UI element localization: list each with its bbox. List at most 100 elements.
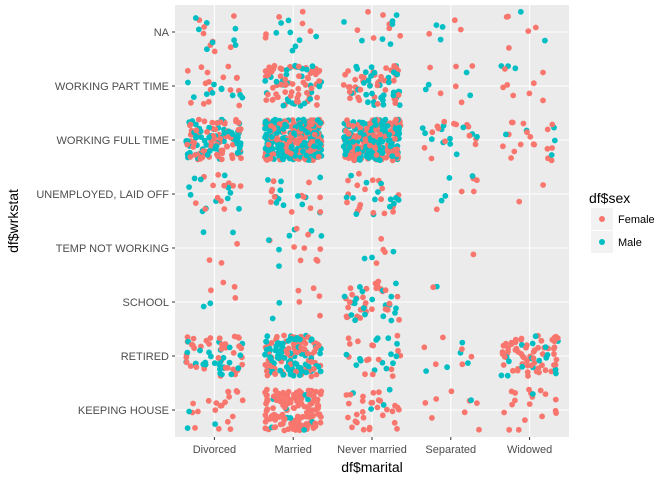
- point-male: [186, 408, 193, 415]
- point-male: [383, 365, 390, 372]
- point-female: [422, 400, 429, 406]
- point-female: [392, 97, 399, 103]
- point-male: [340, 143, 347, 150]
- point-female: [224, 143, 230, 150]
- point-male: [362, 69, 369, 76]
- point-female: [500, 143, 506, 150]
- point-male: [212, 421, 219, 427]
- point-female: [296, 388, 303, 394]
- point-female: [548, 157, 555, 164]
- point-male: [262, 145, 269, 152]
- point-male: [204, 46, 210, 53]
- point-female: [315, 411, 322, 418]
- point-female: [239, 397, 246, 404]
- point-female: [229, 413, 236, 420]
- point-male: [428, 136, 435, 143]
- point-female: [287, 150, 294, 157]
- point-female: [374, 404, 381, 411]
- point-female: [535, 344, 541, 351]
- point-male: [363, 179, 370, 186]
- point-male: [226, 344, 233, 351]
- point-female: [369, 371, 376, 378]
- point-female: [224, 418, 231, 425]
- point-female: [230, 141, 236, 148]
- point-female: [299, 413, 306, 420]
- point-female: [433, 206, 440, 213]
- point-female: [268, 199, 274, 206]
- point-male: [282, 121, 288, 128]
- point-female: [346, 88, 353, 95]
- point-female: [374, 82, 381, 89]
- point-female: [299, 8, 306, 15]
- point-male: [265, 177, 271, 183]
- point-female: [183, 359, 190, 366]
- point-female: [273, 135, 280, 142]
- point-female: [394, 332, 401, 339]
- point-female: [360, 426, 367, 433]
- point-female: [371, 132, 377, 139]
- point-female: [212, 126, 219, 133]
- point-female: [233, 388, 240, 394]
- point-female: [532, 24, 539, 31]
- point-female: [198, 64, 205, 71]
- point-male: [446, 175, 453, 181]
- point-female: [313, 256, 320, 263]
- point-male: [276, 348, 283, 355]
- point-female: [310, 366, 317, 372]
- point-female: [382, 87, 389, 93]
- point-female: [271, 193, 278, 200]
- x-tick-label: Separated: [425, 444, 476, 456]
- point-female: [347, 84, 353, 90]
- point-male: [298, 125, 305, 132]
- point-male: [423, 368, 429, 374]
- point-male: [197, 347, 203, 354]
- point-female: [286, 138, 293, 145]
- point-male: [186, 184, 193, 191]
- point-female: [187, 363, 194, 369]
- point-female: [217, 135, 224, 142]
- point-female: [357, 201, 364, 208]
- point-female: [313, 388, 319, 395]
- point-female: [379, 185, 386, 192]
- legend-label: Female: [618, 214, 655, 226]
- point-female: [505, 13, 511, 20]
- point-female: [307, 70, 314, 77]
- point-female: [305, 75, 311, 82]
- point-female: [354, 182, 361, 189]
- point-female: [525, 28, 532, 34]
- x-axis: Divorced Married Never married Separated Wid…: [193, 437, 552, 456]
- point-female: [303, 409, 310, 416]
- point-male: [365, 77, 372, 84]
- point-female: [190, 400, 197, 407]
- point-female: [318, 388, 325, 395]
- point-female: [376, 389, 382, 396]
- point-female: [317, 194, 323, 201]
- point-male: [262, 120, 269, 126]
- point-male: [283, 71, 290, 78]
- point-female: [225, 63, 232, 70]
- point-female: [314, 94, 320, 101]
- point-female: [391, 63, 398, 69]
- point-female: [517, 141, 524, 148]
- point-male: [301, 100, 308, 107]
- point-female: [421, 144, 428, 151]
- point-female: [218, 260, 225, 266]
- point-female: [374, 101, 381, 107]
- point-male: [227, 189, 234, 196]
- point-female: [271, 415, 277, 422]
- point-male: [530, 391, 536, 397]
- point-female: [506, 45, 512, 51]
- point-male: [273, 130, 280, 136]
- point-male: [438, 197, 445, 204]
- point-female: [549, 145, 555, 151]
- point-male: [292, 360, 298, 367]
- point-female: [356, 170, 362, 177]
- point-male: [532, 333, 539, 340]
- point-female: [354, 27, 361, 33]
- point-female: [389, 408, 396, 415]
- point-male: [200, 229, 207, 236]
- point-male: [218, 85, 225, 92]
- point-female: [363, 285, 370, 292]
- point-female: [263, 368, 270, 374]
- point-male: [392, 310, 398, 316]
